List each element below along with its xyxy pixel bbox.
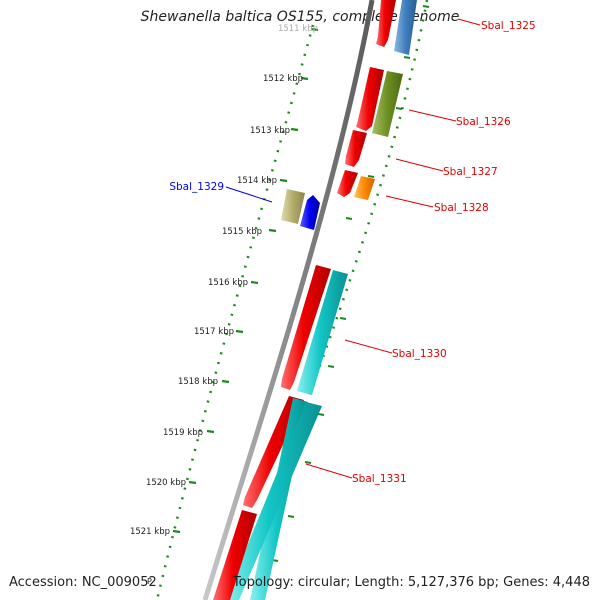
gene-sbal-1331-protein-tail[interactable] xyxy=(225,402,322,600)
leader-sbal-1326 xyxy=(408,109,457,122)
tick-label-1516: 1516 kbp xyxy=(208,278,248,288)
gene-sbal-1326-protein[interactable] xyxy=(372,71,403,137)
gene-sbal-1329-cds[interactable] xyxy=(300,195,320,230)
gene-sbal-1330-cds[interactable] xyxy=(281,265,331,390)
leader-sbal-1330 xyxy=(344,339,393,354)
gene-label-sbal-1326[interactable]: Sbal_1326 xyxy=(456,116,511,128)
gene-sbal-1327-cds[interactable] xyxy=(345,130,367,167)
tick-label-1514: 1514 kbp xyxy=(237,176,277,186)
gene-label-sbal-1328[interactable]: Sbal_1328 xyxy=(434,202,489,214)
tick-label-1518: 1518 kbp xyxy=(178,377,218,387)
outer-tick-marks xyxy=(271,5,430,562)
gene-label-sbal-1330[interactable]: Sbal_1330 xyxy=(392,348,447,360)
leader-sbal-1329 xyxy=(225,186,273,203)
leader-sbal-1327 xyxy=(395,158,444,172)
gene-labels: Sbal_1325 Sbal_1326 Sbal_1327 Sbal_1328 … xyxy=(169,20,535,485)
gene-sbal-1325-protein[interactable] xyxy=(394,0,417,55)
tick-label-1512: 1512 kbp xyxy=(263,74,303,84)
gene-label-sbal-1327[interactable]: Sbal_1327 xyxy=(443,166,498,178)
topology-text: Topology: circular; Length: 5,127,376 bp… xyxy=(232,575,590,590)
scale-tick-labels: 1511 kbp 1512 kbp 1513 kbp 1514 kbp 1515… xyxy=(130,24,318,537)
gene-sbal-1330-protein[interactable] xyxy=(297,270,348,395)
tick-label-1519: 1519 kbp xyxy=(163,428,203,438)
gene-label-sbal-1325[interactable]: Sbal_1325 xyxy=(481,20,536,32)
tick-label-1520: 1520 kbp xyxy=(146,478,186,488)
gene-label-sbal-1329[interactable]: Sbal_1329 xyxy=(169,181,224,193)
gene-sbal-1326-cds[interactable] xyxy=(356,67,384,131)
tick-label-1515: 1515 kbp xyxy=(222,227,262,237)
tick-label-1511: 1511 kbp xyxy=(278,24,318,34)
tick-label-1521: 1521 kbp xyxy=(130,527,170,537)
edge-marker: P xyxy=(147,577,152,586)
leader-sbal-1328 xyxy=(385,195,434,208)
inner-scale-ring xyxy=(155,24,315,600)
accession-text: Accession: NC_009052 xyxy=(9,575,157,590)
gene-label-sbal-1331[interactable]: Sbal_1331 xyxy=(352,473,407,485)
gene-sbal-1328-cds[interactable] xyxy=(337,170,358,197)
gene-sbal-1329-protein[interactable] xyxy=(281,189,305,224)
tick-label-1513: 1513 kbp xyxy=(250,126,290,136)
label-leaders xyxy=(225,18,481,479)
leader-sbal-1325 xyxy=(457,18,481,26)
scale-ticks xyxy=(172,27,319,534)
gene-sbal-1332-cds[interactable] xyxy=(213,510,257,600)
tick-label-1517: 1517 kbp xyxy=(194,327,234,337)
gene-sbal-1325-cds[interactable] xyxy=(376,0,396,47)
leader-sbal-1331 xyxy=(305,463,353,479)
gene-sbal-1328-protein[interactable] xyxy=(354,176,375,200)
genome-backbone xyxy=(202,0,375,600)
